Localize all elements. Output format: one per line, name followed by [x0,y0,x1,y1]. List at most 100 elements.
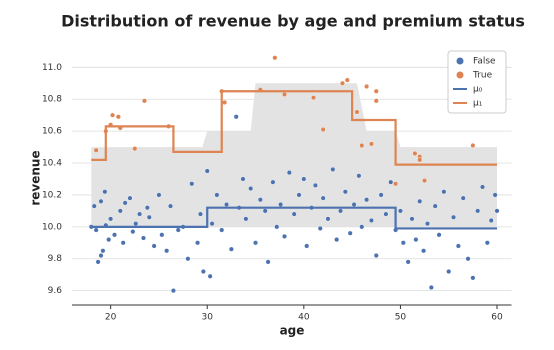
legend-label: True [472,71,493,81]
data-point [320,195,326,201]
data-point [91,203,97,209]
data-point [106,237,112,243]
data-point [465,256,471,262]
data-point [214,192,220,198]
data-point [484,240,490,246]
data-point [100,248,106,254]
data-point [270,179,276,185]
data-point [296,192,302,198]
data-point [412,150,418,156]
data-point [132,146,138,152]
data-point [274,224,280,230]
data-point [93,147,99,153]
data-point [424,221,430,227]
data-point [325,216,331,222]
data-point [278,202,284,208]
data-point [164,248,170,254]
data-point [233,114,239,120]
x-tick-label: 30 [202,313,214,323]
data-point [156,192,162,198]
y-tick-label: 11.0 [42,63,62,73]
data-point [159,232,165,238]
data-point [122,200,128,206]
data-point [373,88,379,94]
legend-label: μ₁ [473,99,483,109]
data-point [189,181,195,187]
data-point [243,216,249,222]
x-tick-label: 50 [395,313,407,323]
mean-line [91,90,498,166]
data-point [253,240,259,246]
data-point [388,179,394,185]
data-point [475,208,481,214]
data-point [356,173,362,179]
x-axis-label: age [280,324,305,338]
data-point [282,91,288,97]
legend-box [447,50,507,114]
data-point [117,208,123,214]
data-point [110,112,116,118]
legend-label: μ₀ [473,85,483,95]
data-point [98,253,104,259]
y-tick-label: 10.0 [42,222,62,232]
data-point [417,198,423,204]
data-point [130,229,136,235]
data-point [436,232,442,238]
data-point [428,284,434,290]
data-point [383,211,389,217]
data-point [351,202,357,208]
data-point [342,189,348,195]
data-point [488,217,494,223]
data-point [240,176,246,182]
data-point [400,240,406,246]
data-point [368,141,374,147]
data-point [204,168,210,174]
data-point [127,195,133,201]
data-point [102,189,108,195]
data-point [492,192,498,198]
data-point [222,99,228,105]
data-point [470,142,476,148]
data-point [272,55,278,61]
data-point [197,211,203,217]
data-point [282,233,288,239]
data-point [140,235,146,241]
data-point [446,269,452,275]
data-point [339,80,345,86]
data-point [455,243,461,249]
data-point [397,208,403,214]
data-point [286,170,292,176]
data-point [413,237,419,243]
data-point [334,237,340,243]
data-point [312,182,318,188]
data-point [93,227,99,233]
chart-title: Distribution of revenue by age and premi… [61,12,525,31]
data-point [108,216,114,222]
data-point [373,253,379,259]
y-tick-label: 9.6 [48,286,63,296]
data-point [200,269,206,275]
data-point [133,221,139,227]
data-point [417,157,423,163]
data-point [460,195,466,201]
data-point [359,142,365,148]
data-point [224,202,230,208]
data-point [141,98,147,104]
data-point [451,214,457,220]
data-point [185,256,191,262]
data-point [330,166,336,172]
data-point [359,224,365,230]
x-tick-label: 60 [491,313,503,323]
x-tick-label: 20 [105,313,117,323]
data-point [144,205,150,211]
data-point [146,214,152,220]
data-point [291,211,297,217]
y-tick-label: 10.8 [42,95,62,105]
data-point [364,197,370,203]
data-point [344,77,350,83]
data-point [409,216,415,222]
data-point [354,109,360,115]
data-point [175,227,181,233]
data-point [195,240,201,246]
data-point [373,98,379,104]
